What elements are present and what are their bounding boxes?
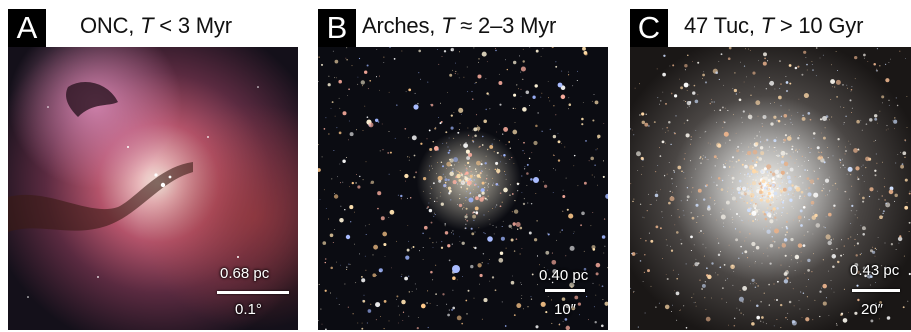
panel-c: C 47 Tuc, T > 10 Gyr 0.43 pc 20″ (630, 0, 911, 332)
panel-letter-badge: C (630, 9, 668, 47)
panel-title: ONC, T < 3 Myr (80, 13, 232, 38)
panel-letter-badge: A (8, 9, 46, 47)
scale-angle-label: 20″ (861, 301, 883, 318)
orion-nebula-image (8, 47, 298, 330)
panel-letter-badge: B (318, 9, 356, 47)
scale-angle-label: 10″ (554, 301, 576, 318)
scale-distance-label: 0.40 pc (539, 267, 589, 284)
arches-cluster-image (318, 47, 608, 330)
panel-title: Arches, T ≈ 2–3 Myr (362, 13, 557, 38)
scale-distance-label: 0.43 pc (850, 262, 900, 279)
scale-bar (217, 291, 289, 294)
panel-b: B Arches, T ≈ 2–3 Myr 0.40 pc 10″ (318, 0, 608, 332)
globular-cluster-image (630, 47, 911, 330)
scale-bar (545, 289, 585, 292)
scale-bar (852, 289, 900, 292)
scale-angle-label: 0.1° (235, 301, 262, 318)
panel-a: A ONC, T < 3 Myr (8, 0, 298, 332)
scale-distance-label: 0.68 pc (220, 265, 270, 282)
panel-title: 47 Tuc, T > 10 Gyr (684, 13, 864, 38)
